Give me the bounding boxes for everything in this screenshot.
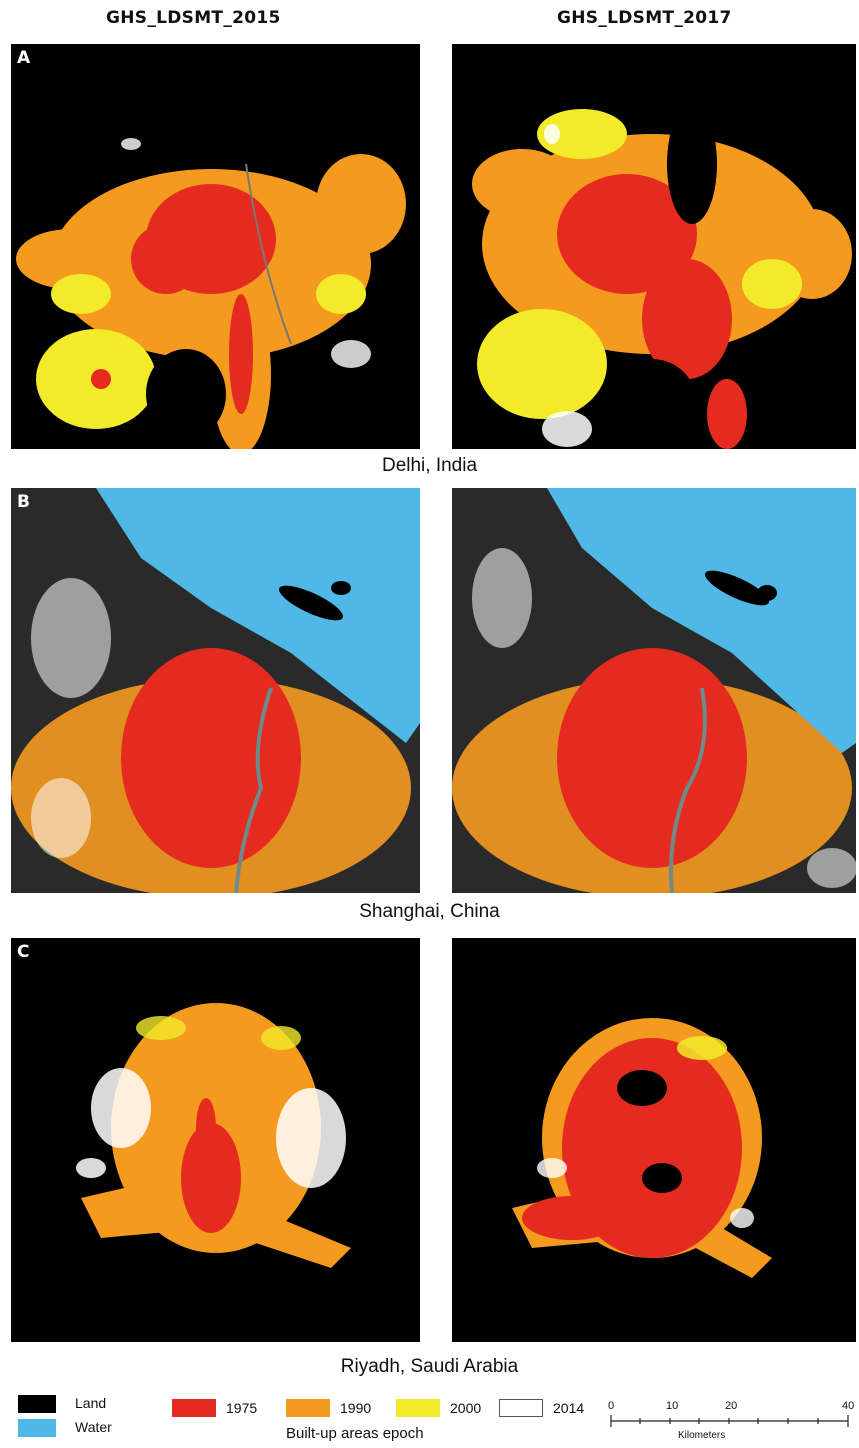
legend: Land Water 1975 1990 2000 2014 Built-up … [0, 1390, 859, 1448]
legend-swatch-2014 [499, 1399, 543, 1417]
map-panel-riyadh-2017 [452, 938, 856, 1342]
scale-tick-20: 20 [725, 1400, 738, 1412]
legend-swatch-water [18, 1419, 56, 1437]
scale-tick-10: 10 [666, 1400, 679, 1412]
legend-label-1990: 1990 [340, 1400, 372, 1416]
column-title-2015: GHS_LDSMT_2015 [106, 8, 281, 28]
map-panel-shanghai-2015: B [11, 488, 420, 893]
city-label-shanghai: Shanghai, China [359, 901, 500, 922]
map-panel-riyadh-2015: C [11, 938, 420, 1342]
scale-tick-40: 40 [842, 1400, 855, 1412]
map-panel-delhi-2015: A [11, 44, 420, 449]
legend-swatch-land [18, 1395, 56, 1413]
legend-label-2000: 2000 [450, 1400, 482, 1416]
legend-label-land: Land [75, 1395, 107, 1411]
scale-bar: 0 10 20 40 Kilometers [608, 1400, 855, 1444]
legend-swatch-1975 [172, 1399, 216, 1417]
panel-letter-c: C [17, 942, 30, 962]
scale-bar-graphic [610, 1415, 849, 1427]
shanghai-2015-map [11, 488, 420, 893]
legend-label-water: Water [75, 1419, 112, 1435]
column-title-2017: GHS_LDSMT_2017 [557, 8, 732, 28]
delhi-2015-map [16, 54, 406, 449]
map-panel-shanghai-2017 [452, 488, 856, 893]
shanghai-2017-map [452, 488, 856, 893]
panel-letter-b: B [17, 492, 30, 512]
legend-label-2014: 2014 [553, 1400, 585, 1416]
scale-unit-label: Kilometers [678, 1430, 726, 1441]
scale-tick-0: 0 [608, 1400, 615, 1412]
map-panel-delhi-2017 [452, 44, 856, 449]
legend-swatch-1990 [286, 1399, 330, 1417]
riyadh-2015-map [76, 1003, 351, 1268]
city-label-delhi: Delhi, India [381, 455, 478, 476]
legend-swatch-2000 [396, 1399, 440, 1417]
legend-label-1975: 1975 [226, 1400, 258, 1416]
delhi-2017-map [472, 104, 852, 449]
legend-epoch-caption: Built-up areas epoch [286, 1425, 424, 1442]
city-label-riyadh: Riyadh, Saudi Arabia [340, 1356, 519, 1377]
panel-letter-a: A [17, 48, 31, 68]
riyadh-2017-map [512, 1018, 772, 1278]
